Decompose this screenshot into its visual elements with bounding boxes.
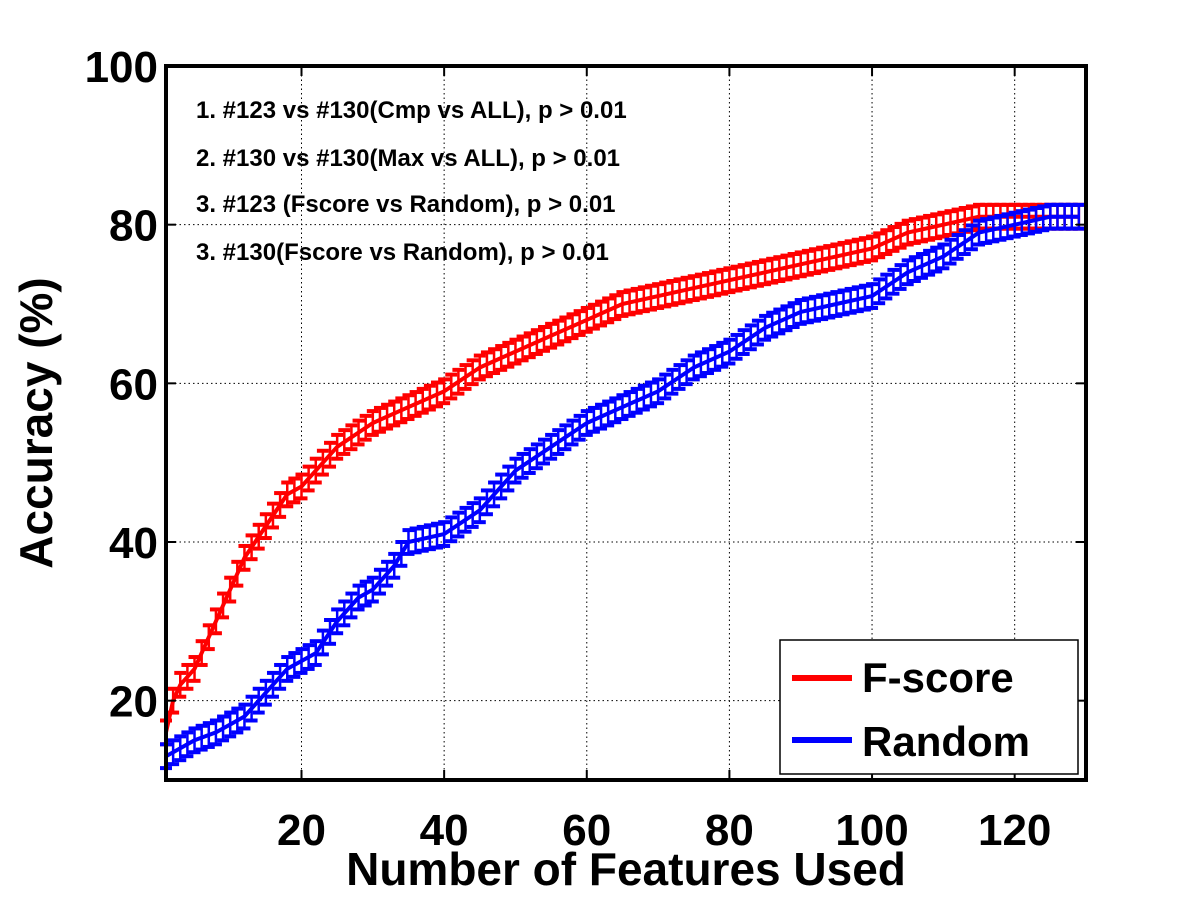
x-axis-title: Number of Features Used	[346, 843, 906, 895]
series-line-f-score	[164, 214, 1079, 733]
annotation-4: 3. #130(Fscore vs Random), p > 0.01	[196, 239, 609, 266]
axis-ticks: 20 40 60 80 100 120 20 40 60 80 100	[85, 43, 1086, 855]
x-tick-label: 100	[835, 806, 908, 855]
y-axis-title: Accuracy (%)	[10, 277, 62, 568]
legend: F-score Random	[779, 639, 1079, 775]
x-tick-label: 20	[277, 806, 326, 855]
series-random	[160, 202, 1085, 771]
series-layer	[160, 202, 1085, 771]
y-tick-label: 40	[109, 519, 158, 568]
y-tick-label: 20	[109, 678, 158, 727]
y-tick-label: 60	[109, 360, 158, 409]
legend-label-fscore: F-score	[862, 654, 1014, 701]
x-tick-label: 40	[420, 806, 469, 855]
x-tick-label: 60	[562, 806, 611, 855]
plot-border	[164, 64, 1088, 782]
x-tick-label: 80	[705, 806, 754, 855]
annotation-2: 2. #130 vs #130(Max vs ALL), p > 0.01	[196, 145, 620, 172]
annotation-3: 3. #123 (Fscore vs Random), p > 0.01	[196, 191, 616, 218]
legend-label-random: Random	[862, 718, 1030, 765]
y-tick-label: 80	[109, 202, 158, 251]
legend-box	[779, 639, 1079, 775]
series-f-score	[160, 202, 1085, 747]
y-tick-label: 100	[85, 43, 158, 92]
series-line-random	[165, 214, 1079, 758]
annotation-1: 1. #123 vs #130(Cmp vs ALL), p > 0.01	[196, 97, 627, 124]
x-tick-label: 120	[978, 806, 1051, 855]
